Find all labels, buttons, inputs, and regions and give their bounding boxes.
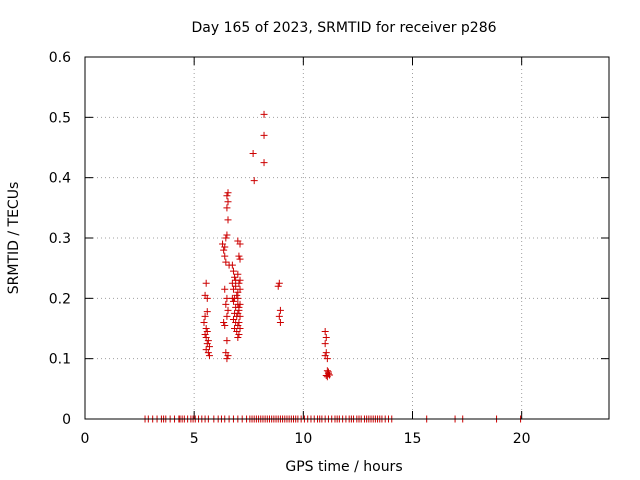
data-point <box>223 192 231 200</box>
data-point <box>235 318 243 326</box>
x-tick-label: 15 <box>404 431 422 447</box>
data-point <box>260 159 268 167</box>
x-tick-label: 20 <box>513 431 531 447</box>
data-point <box>234 288 242 296</box>
data-point <box>235 331 243 339</box>
data-point <box>229 267 237 275</box>
plot-border <box>84 56 610 420</box>
data-point <box>204 349 212 357</box>
y-tick-label: 0.6 <box>49 50 71 66</box>
data-point <box>235 279 243 287</box>
data-point <box>324 368 332 376</box>
x-tick-label: 5 <box>190 431 199 447</box>
data-point <box>276 306 284 314</box>
y-tick-label: 0.4 <box>49 171 71 187</box>
data-point <box>236 240 244 248</box>
data-point <box>323 373 331 381</box>
data-point <box>321 352 329 360</box>
data-point <box>236 325 244 332</box>
data-point <box>224 198 232 206</box>
data-point <box>228 279 236 287</box>
x-tick-label: 0 <box>81 431 90 447</box>
y-tick-label: 0.1 <box>49 352 71 368</box>
data-point <box>235 303 243 311</box>
data-point <box>223 231 231 239</box>
y-tick-label: 0.3 <box>49 231 71 247</box>
data-point <box>260 131 268 139</box>
data-point <box>234 334 242 342</box>
data-point <box>220 318 228 326</box>
data-point <box>201 331 209 339</box>
data-point <box>223 312 231 320</box>
data-point <box>203 294 211 302</box>
data-point <box>236 312 244 320</box>
data-point <box>235 252 243 260</box>
data-point <box>223 337 231 345</box>
data-point <box>260 110 268 118</box>
data-point <box>276 318 284 326</box>
data-point <box>224 216 232 224</box>
data-point <box>204 337 212 345</box>
data-point <box>322 334 330 342</box>
data-point <box>236 276 244 284</box>
data-point <box>234 294 242 302</box>
data-point <box>249 150 257 158</box>
data-point <box>275 312 283 320</box>
data-point <box>229 285 237 293</box>
data-point <box>200 318 208 326</box>
data-point <box>205 352 213 360</box>
data-point <box>234 270 242 278</box>
axis-ticks <box>84 56 609 420</box>
data-point <box>223 355 231 363</box>
data-point <box>236 300 244 308</box>
data-point <box>229 297 237 305</box>
data-point <box>224 189 232 197</box>
y-tick-label: 0 <box>62 412 71 428</box>
data-point <box>236 255 244 263</box>
data-point <box>205 343 213 351</box>
data-point <box>222 300 230 308</box>
grid-lines <box>85 57 609 419</box>
data-point <box>222 234 230 242</box>
data-point <box>323 367 331 375</box>
chart-title: Day 165 of 2023, SRMTID for receiver p28… <box>191 20 496 36</box>
data-point <box>321 340 329 348</box>
data-point <box>274 282 282 290</box>
tick-labels: 0 0.1 0.2 0.3 0.4 0.5 0.6 0 5 10 15 20 <box>49 50 531 447</box>
data-point <box>231 273 239 281</box>
x-tick-label: 10 <box>294 431 312 447</box>
data-point <box>223 204 231 212</box>
data-point <box>221 252 229 260</box>
data-point <box>224 352 232 360</box>
data-point <box>221 321 229 329</box>
data-point <box>275 279 283 287</box>
y-tick-label: 0.5 <box>49 110 71 126</box>
data-point <box>322 372 330 380</box>
data-points <box>141 110 525 423</box>
y-tick-label: 0.2 <box>49 291 71 307</box>
data-point <box>203 308 211 316</box>
data-point <box>322 349 330 357</box>
data-point <box>250 177 258 185</box>
data-point <box>222 258 230 266</box>
x-axis-label: GPS time / hours <box>285 459 402 475</box>
data-point <box>202 279 210 287</box>
y-axis-label: SRMTID / TECUs <box>6 182 22 295</box>
data-point <box>221 285 229 293</box>
data-point <box>221 243 229 251</box>
data-point <box>201 312 209 320</box>
data-point <box>202 325 210 332</box>
data-point <box>220 246 228 254</box>
data-point <box>224 306 232 314</box>
data-point <box>321 328 329 336</box>
data-point <box>228 261 236 269</box>
